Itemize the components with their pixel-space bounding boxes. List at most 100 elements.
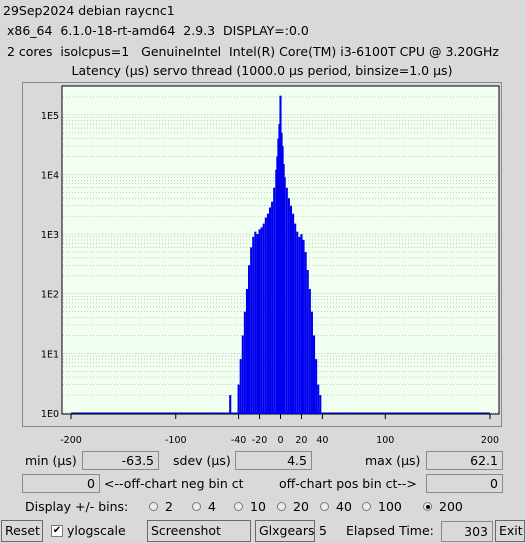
sdev-label: sdev (µs) xyxy=(173,453,231,468)
y-tick-label: 1E4 xyxy=(41,170,59,181)
bins-radio-20[interactable] xyxy=(277,502,286,511)
histogram-bar xyxy=(285,187,288,414)
histogram-bar xyxy=(283,177,286,414)
bins-radio-label[interactable]: 100 xyxy=(378,499,402,514)
bins-radio-100[interactable] xyxy=(362,502,371,511)
bins-label: Display +/- bins: xyxy=(25,499,129,514)
histogram-bar xyxy=(327,413,330,414)
x-tick-label: 20 xyxy=(295,435,307,446)
bins-radio-label[interactable]: 2 xyxy=(165,499,173,514)
glxgears-button[interactable]: Glxgears xyxy=(255,520,315,542)
header-cpu-info: 2 cores isolcpus=1 GenuineIntel Intel(R)… xyxy=(3,44,499,59)
min-label: min (µs) xyxy=(25,453,77,468)
histogram-bar xyxy=(260,227,263,414)
elapsed-time-field: 303 xyxy=(441,521,493,542)
max-label: max (µs) xyxy=(365,453,421,468)
elapsed-time-label: Elapsed Time: xyxy=(346,523,434,538)
x-tick-label: -100 xyxy=(165,435,187,446)
x-tick-label: -20 xyxy=(252,435,268,446)
y-tick-label: 1E3 xyxy=(41,230,59,241)
check-icon: ✔ xyxy=(52,525,62,536)
histogram-bar xyxy=(237,384,240,414)
histogram-bar xyxy=(317,384,320,414)
bins-radio-label[interactable]: 10 xyxy=(250,499,266,514)
y-tick-label: 1E2 xyxy=(41,290,59,301)
bins-radio-200[interactable] xyxy=(423,502,432,511)
header-kernel-info: x86_64 6.1.0-18-rt-amd64 2.9.3 DISPLAY=:… xyxy=(3,23,309,38)
x-tick-label: 100 xyxy=(376,435,394,446)
histogram-bar xyxy=(239,359,242,414)
bins-radio-4[interactable] xyxy=(192,502,201,511)
reset-button[interactable]: Reset xyxy=(1,520,43,542)
histogram-bar xyxy=(315,359,318,414)
bins-radio-label[interactable]: 20 xyxy=(293,499,309,514)
histogram-bar xyxy=(268,207,272,414)
histogram-bar xyxy=(287,198,290,414)
histogram-bar xyxy=(302,239,305,414)
histogram-bar xyxy=(277,138,280,414)
bins-radio-label[interactable]: 4 xyxy=(208,499,216,514)
histogram-bar xyxy=(289,205,293,414)
ylogscale-checkbox[interactable]: ✔ xyxy=(51,525,63,537)
bins-radio-label[interactable]: 40 xyxy=(336,499,352,514)
chart-title: Latency (µs) servo thread (1000.0 µs per… xyxy=(71,63,453,78)
x-tick-label: -40 xyxy=(231,435,247,446)
bins-radio-10[interactable] xyxy=(234,502,243,511)
histogram-bar xyxy=(256,234,259,414)
neg-bin-count-field: 0 xyxy=(22,474,100,493)
histogram-bar xyxy=(243,311,246,414)
y-tick-label: 1E1 xyxy=(41,349,59,360)
histogram-bar xyxy=(310,311,313,414)
header-date-host: 29Sep2024 debian raycnc1 xyxy=(3,3,175,18)
bins-radio-40[interactable] xyxy=(320,502,329,511)
histogram-bar xyxy=(273,187,276,414)
histogram-bar xyxy=(300,234,303,414)
x-tick-label: 0 xyxy=(277,435,283,446)
histogram-bar xyxy=(294,223,297,414)
histogram-bar xyxy=(266,213,269,414)
histogram-bar xyxy=(252,236,255,414)
x-tick-label: 40 xyxy=(316,435,328,446)
histogram-bar xyxy=(321,413,324,414)
histogram-bar xyxy=(344,413,347,414)
histogram-bar xyxy=(229,395,232,414)
max-value-field: 62.1 xyxy=(426,451,503,470)
histogram-bar xyxy=(258,229,261,414)
exit-button[interactable]: Exit xyxy=(495,520,525,542)
y-tick-label: 1E0 xyxy=(41,409,59,420)
bins-radio-label[interactable]: 200 xyxy=(439,499,463,514)
histogram-bar xyxy=(276,156,279,414)
glxgears-count: 5 xyxy=(319,523,327,538)
histogram-bar xyxy=(296,231,299,414)
histogram-bar xyxy=(254,231,257,414)
histogram-bar xyxy=(304,252,307,414)
histogram-bar xyxy=(298,236,301,414)
screenshot-button[interactable]: Screenshot xyxy=(147,520,251,542)
y-tick-label: 1E5 xyxy=(41,111,59,122)
histogram-bar xyxy=(308,289,311,414)
neg-bin-count-label: <--off-chart neg bin ct xyxy=(104,476,244,491)
histogram-bar xyxy=(212,413,215,414)
sdev-value-field: 4.5 xyxy=(235,451,312,470)
bins-radio-2[interactable] xyxy=(149,502,158,511)
ylogscale-label[interactable]: ylogscale xyxy=(67,523,126,538)
histogram-bar xyxy=(262,223,265,414)
histogram-bar xyxy=(319,395,322,414)
pos-bin-count-label: off-chart pos bin ct--> xyxy=(279,476,417,491)
x-tick-label: -200 xyxy=(60,435,82,446)
histogram-bar xyxy=(248,265,251,414)
histogram-bar xyxy=(306,270,309,414)
histogram-bar xyxy=(292,213,295,414)
histogram-bar xyxy=(271,201,274,414)
histogram-bar xyxy=(241,335,244,414)
min-value-field: -63.5 xyxy=(82,451,159,470)
x-tick-label: 200 xyxy=(481,435,499,446)
histogram-bar xyxy=(250,247,253,414)
histogram-bar xyxy=(233,413,236,414)
histogram-bar xyxy=(312,335,316,414)
histogram-bar xyxy=(281,146,284,414)
pos-bin-count-field: 0 xyxy=(426,474,503,493)
histogram-bar xyxy=(264,217,267,414)
histogram-bar xyxy=(245,289,249,414)
